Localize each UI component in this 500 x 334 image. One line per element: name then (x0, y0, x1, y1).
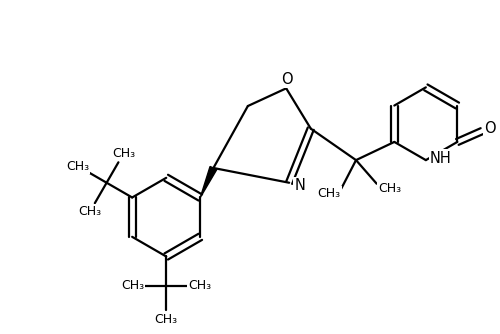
Text: NH: NH (430, 151, 452, 166)
Text: CH₃: CH₃ (188, 280, 211, 293)
Text: CH₃: CH₃ (154, 313, 178, 326)
Text: CH₃: CH₃ (66, 160, 89, 173)
Text: CH₃: CH₃ (378, 182, 401, 195)
Text: CH₃: CH₃ (78, 205, 102, 218)
Text: O: O (282, 72, 293, 87)
Text: CH₃: CH₃ (318, 187, 340, 200)
Text: CH₃: CH₃ (112, 147, 135, 160)
Polygon shape (200, 166, 217, 197)
Text: O: O (484, 121, 496, 136)
Text: CH₃: CH₃ (121, 280, 144, 293)
Text: N: N (294, 178, 306, 193)
